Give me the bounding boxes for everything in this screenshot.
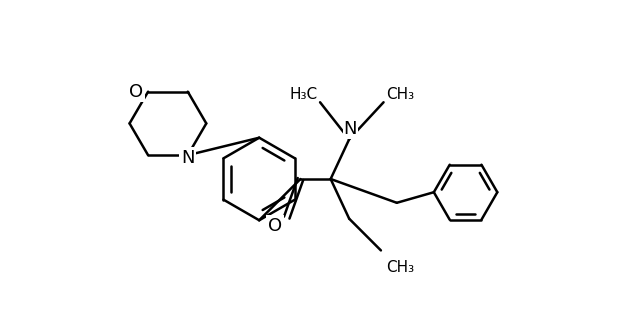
Text: H₃C: H₃C	[289, 87, 317, 102]
Text: N: N	[181, 149, 195, 167]
Text: O: O	[268, 216, 282, 234]
Text: CH₃: CH₃	[386, 260, 414, 275]
Text: O: O	[129, 83, 143, 101]
Text: CH₃: CH₃	[386, 87, 414, 102]
Text: N: N	[344, 120, 357, 138]
